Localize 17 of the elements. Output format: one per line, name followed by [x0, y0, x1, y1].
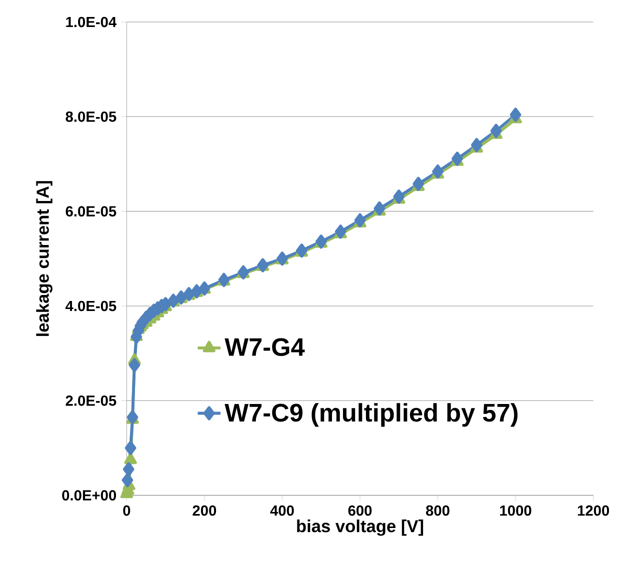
y-tick-label: 4.0E-05	[65, 300, 116, 312]
y-axis-title: leakage current [A]	[36, 181, 52, 336]
x-tick-label: 0	[123, 505, 130, 516]
x-tick-label: 1200	[578, 505, 610, 516]
x-tick-label: 400	[270, 505, 294, 516]
y-tick-label: 1.0E-04	[66, 16, 117, 28]
legend-label: W7-C9 (multiplied by 57)	[224, 403, 518, 427]
y-tick-label: 0.0E+00	[62, 490, 116, 501]
y-tick-label: 8.0E-05	[66, 111, 116, 122]
x-axis-title: bias voltage [V]	[297, 520, 424, 536]
x-tick-label: 800	[426, 505, 450, 516]
y-tick-label: 6.0E-05	[66, 206, 116, 217]
x-tick-label: 1000	[500, 505, 532, 516]
legend-label: W7-G4	[224, 338, 305, 356]
y-tick-label: 2.0E-05	[66, 395, 116, 406]
x-tick-label: 200	[192, 505, 216, 516]
x-tick-label: 600	[348, 505, 372, 516]
